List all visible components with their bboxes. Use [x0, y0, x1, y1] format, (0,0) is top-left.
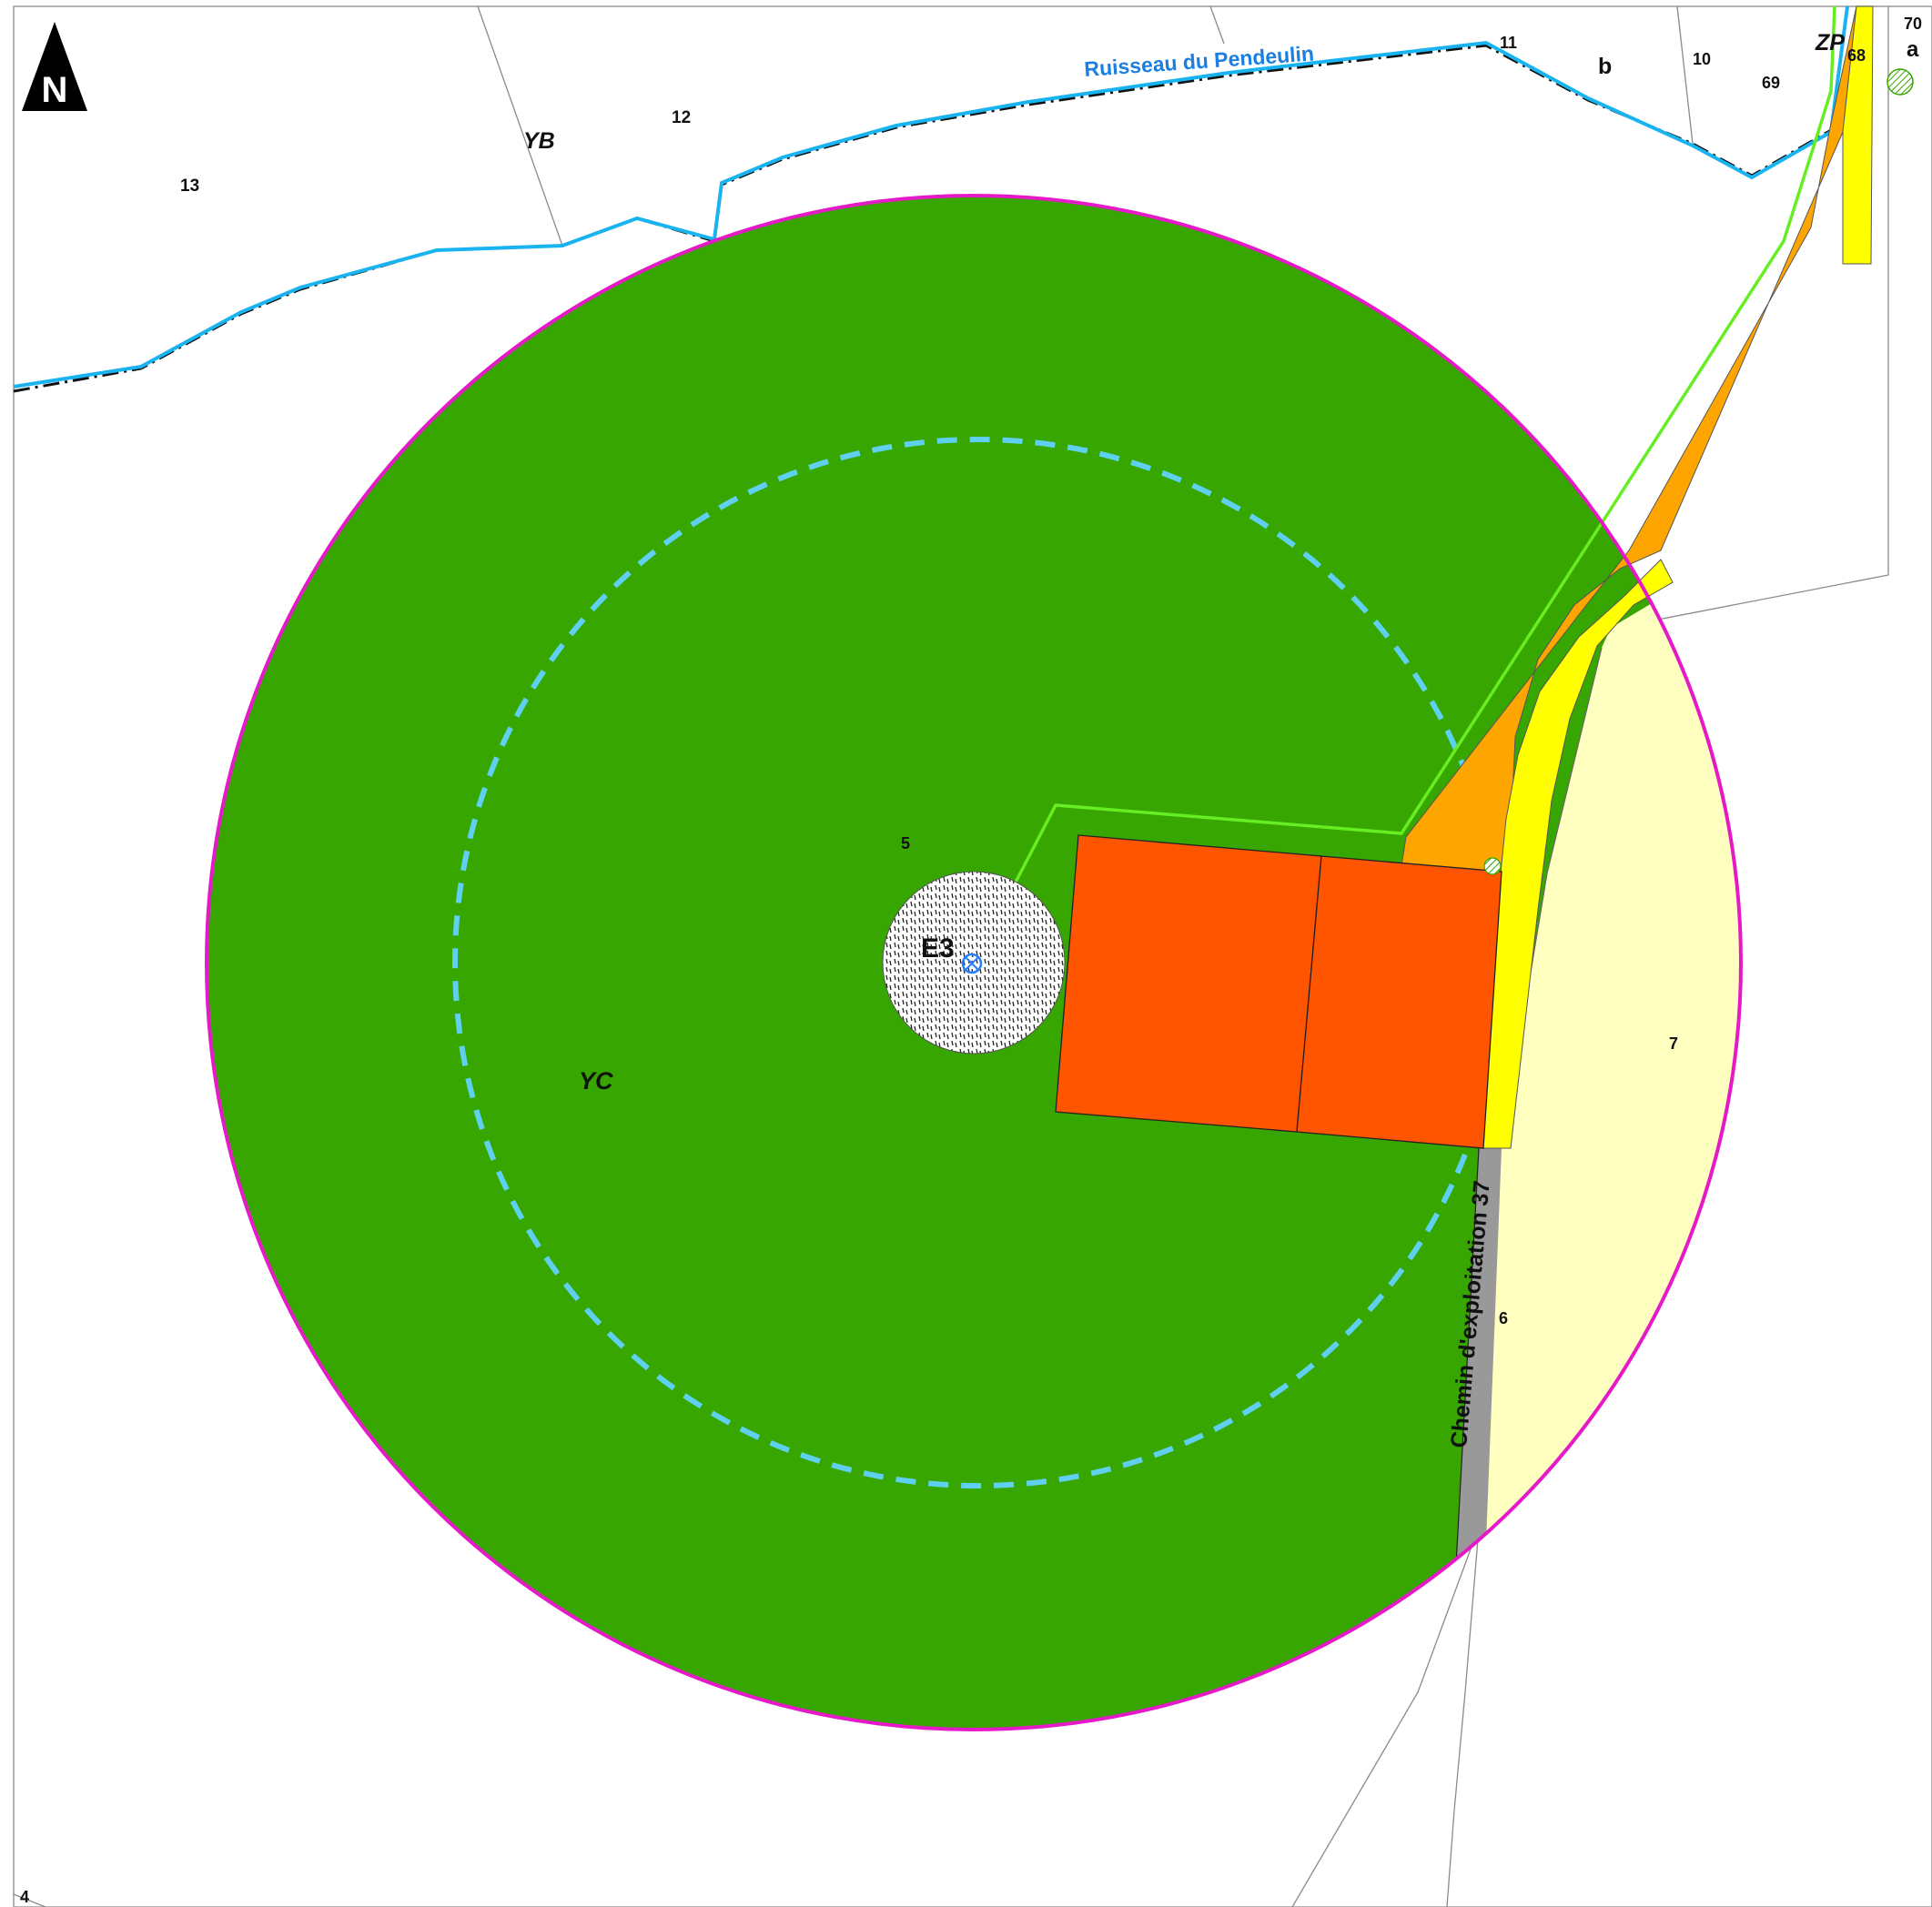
stream-blue — [13, 5, 1849, 388]
parcel-b: b — [1598, 54, 1612, 79]
parcel-a: a — [1907, 37, 1919, 62]
road-strip — [1456, 1148, 1502, 1565]
turbine-icon[interactable] — [961, 953, 983, 974]
parcel-13: 13 — [180, 177, 199, 196]
north-arrow-icon — [22, 22, 87, 111]
parcel-70: 70 — [1904, 15, 1922, 33]
parcel-10: 10 — [1693, 50, 1711, 68]
parcel-6: 6 — [1499, 1309, 1508, 1327]
north-arrow: N — [22, 22, 87, 111]
parcel-69: 69 — [1762, 74, 1780, 92]
hatched-marker-road — [1483, 857, 1502, 875]
turbine-label: E3 — [921, 933, 955, 964]
parcel-5: 5 — [901, 834, 910, 853]
parcel-12: 12 — [672, 108, 691, 127]
parcel-4: 4 — [20, 1888, 29, 1906]
parcel-11: 11 — [1500, 34, 1517, 52]
section-yb: YB — [523, 128, 555, 154]
section-yc: YC — [579, 1067, 613, 1095]
cable-route — [972, 5, 1836, 964]
parcel-7: 7 — [1669, 1034, 1678, 1053]
hatched-marker-ne — [1886, 68, 1914, 96]
zone-border — [205, 194, 1743, 1731]
section-zp: ZP — [1815, 30, 1845, 55]
parcel-68: 68 — [1847, 46, 1866, 65]
turbine-platform — [1055, 834, 1502, 1149]
access-road-yellow — [1480, 5, 1874, 1149]
north-letter: N — [42, 70, 68, 110]
stream-line — [13, 5, 1849, 393]
